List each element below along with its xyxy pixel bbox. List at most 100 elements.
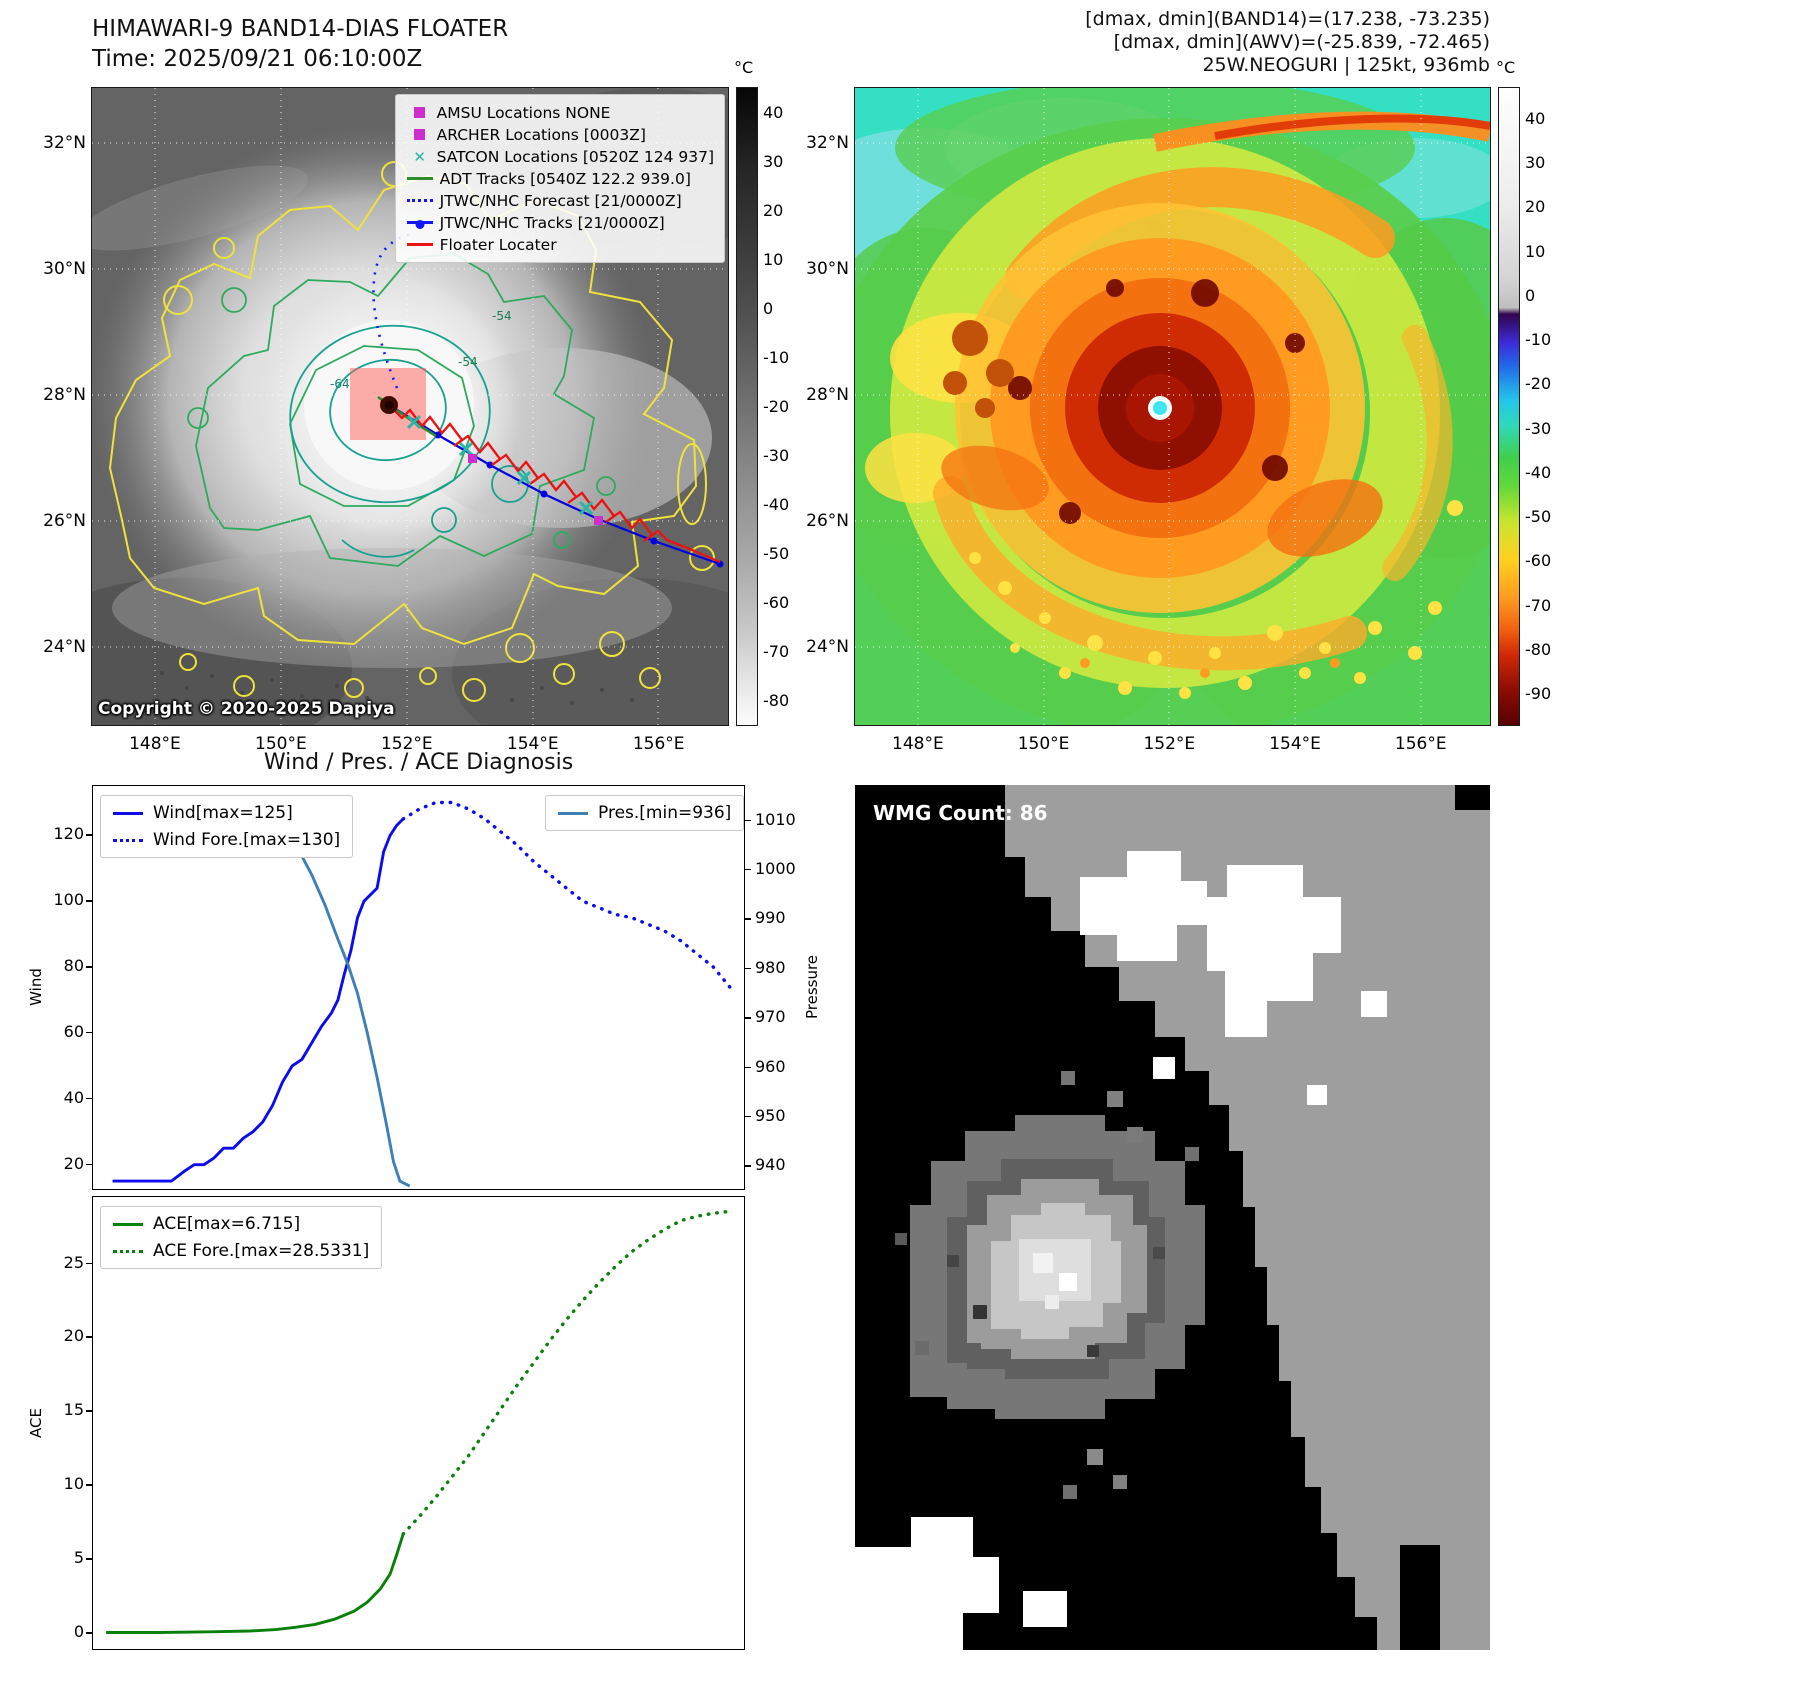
awv-header: [dmax, dmin](BAND14)=(17.238, -73.235) [… [855, 8, 1490, 77]
band14-title: HIMAWARI-9 BAND14-DIAS FLOATER [92, 16, 509, 42]
map-x-tick-label: 148°E [892, 734, 944, 754]
y-tick-mark [86, 1632, 92, 1634]
y-tick-label: 60 [63, 1021, 84, 1041]
colorbar-tick-label: -70 [1525, 595, 1552, 615]
map-x-tick-label: 150°E [255, 734, 307, 754]
wmg-panel: WMG Count: 86 [855, 785, 1490, 1650]
y-tick-label: 20 [63, 1153, 84, 1173]
y-tick-mark [745, 918, 751, 920]
wmg-microwave-image [855, 785, 1490, 1650]
awv-satellite-image [855, 88, 1490, 725]
map-y-tick-label: 26°N [806, 511, 849, 532]
awv-colorbar-unit: °C [1496, 58, 1516, 77]
legend-label: Pres.[min=936] [598, 803, 732, 823]
map-x-tick-label: 148°E [129, 734, 181, 754]
colorbar-tick-label: 0 [763, 298, 774, 318]
dotted-line-icon [113, 1249, 143, 1253]
copyright-label: Copyright © 2020-2025 Dapiya [98, 699, 395, 719]
legend-label: ACE Fore.[max=28.5331] [153, 1241, 370, 1261]
map-x-tick-label: 150°E [1017, 734, 1070, 754]
y-tick-mark [745, 1115, 751, 1118]
line-icon [113, 811, 143, 815]
map-y-tick-label: 24°N [806, 637, 849, 658]
legend-item: JTWC/NHC Tracks [21/0000Z] [406, 213, 714, 232]
cold-cloud-blobs [1008, 279, 1305, 524]
wind-legend: Wind[max=125] Wind Fore.[max=130] [100, 795, 354, 858]
floater-locater-line [388, 404, 721, 564]
contour-label: -54 [458, 355, 478, 369]
y-tick-mark [86, 834, 92, 836]
x-marker-icon: ✕ [413, 147, 426, 166]
legend-label: SATCON Locations [0520Z 124 937] [436, 147, 714, 166]
legend-label: AMSU Locations NONE [436, 103, 611, 122]
colorbar-tick-label: 20 [1525, 197, 1546, 217]
series-ace [106, 1533, 405, 1634]
latlon-grid [855, 88, 1490, 725]
map-y-tick-label: 30°N [43, 258, 86, 279]
colorbar-tick-label: -40 [1525, 462, 1552, 482]
y-tick-label: 5 [73, 1548, 84, 1568]
legend-item: Wind[max=125] [113, 803, 340, 823]
diagnosis-title: Wind / Pres. / ACE Diagnosis [263, 750, 574, 775]
y-tick-mark [86, 1336, 92, 1338]
header-dmax-awv: [dmax, dmin](AWV)=(-25.839, -72.465) [1113, 31, 1490, 53]
y-tick-label: 980 [755, 957, 786, 977]
colorbar-tick-label: 40 [1525, 108, 1546, 128]
colorbar-tick-label: -20 [763, 396, 790, 416]
y-tick-mark [86, 1558, 92, 1560]
y-tick-label: 0 [73, 1622, 84, 1642]
y-tick-label: 960 [755, 1056, 786, 1076]
dotted-line-icon [113, 838, 143, 842]
legend-label: Wind[max=125] [153, 803, 293, 823]
y-tick-label: 40 [63, 1087, 84, 1107]
y-tick-label: 940 [755, 1155, 786, 1175]
wmg-storm-blob [895, 1071, 1205, 1499]
map-y-tick-label: 28°N [43, 385, 86, 406]
map-y-tick-label: 32°N [806, 132, 849, 153]
map-x-tick-label: 156°E [632, 734, 685, 754]
y-tick-label: 120 [53, 824, 84, 844]
y-tick-mark [86, 1262, 92, 1265]
map-x-tick-label: 156°E [1394, 734, 1447, 754]
legend-item: ACE Fore.[max=28.5331] [113, 1241, 369, 1261]
colorbar-tick-label: -80 [1525, 639, 1552, 659]
yellow-speckles [969, 500, 1463, 699]
wmg-white-patches [855, 851, 1387, 1650]
y-tick-label: 100 [53, 890, 84, 910]
ace-plot [106, 1209, 732, 1634]
square-marker-icon [413, 107, 425, 118]
band14-time: Time: 2025/09/21 06:10:00Z [92, 46, 423, 72]
legend-item: ✕ SATCON Locations [0520Z 124 937] [406, 147, 714, 166]
map-y-tick-label: 28°N [806, 385, 849, 406]
cloud-speckles [160, 671, 634, 705]
y-tick-label: 25 [63, 1252, 84, 1272]
legend-label: ARCHER Locations [0003Z] [436, 125, 646, 144]
legend-label: ADT Tracks [0540Z 122.2 939.0] [439, 169, 691, 188]
band14-colorbar-unit: °C [734, 58, 754, 77]
y-tick-mark [86, 1484, 92, 1486]
colorbar-tick-label: -70 [763, 641, 790, 661]
wmg-count-label: WMG Count: 86 [873, 801, 1048, 825]
series-pres- [284, 824, 411, 1188]
y-tick-label: 15 [63, 1400, 84, 1420]
wind-pressure-plot [112, 800, 732, 1188]
ace-chart [92, 1196, 745, 1650]
map-y-tick-label: 30°N [806, 258, 849, 279]
legend-item: AMSU Locations NONE [406, 103, 714, 122]
legend-item: ARCHER Locations [0003Z] [406, 125, 714, 144]
contour-label: -64 [330, 377, 350, 391]
colorbar-tick-label: -10 [1525, 330, 1552, 350]
y-tick-mark [86, 1031, 92, 1034]
colorbar-tick-label: 20 [763, 200, 784, 220]
y-tick-mark [86, 1097, 92, 1100]
colorbar-tick-label: -80 [763, 690, 790, 710]
map-x-tick-label: 154°E [1269, 734, 1321, 754]
colorbar-tick-label: -50 [763, 543, 790, 563]
header-storm-info: 25W.NEOGURI | 125kt, 936mb [1202, 54, 1490, 76]
map-x-tick-label: 154°E [506, 734, 559, 754]
colorbar-tick-label: -90 [1525, 684, 1552, 704]
y-tick-mark [745, 1017, 751, 1019]
satcon-markers [406, 414, 594, 516]
colorbar-tick-label: 0 [1525, 285, 1536, 305]
y-tick-mark [745, 967, 751, 970]
